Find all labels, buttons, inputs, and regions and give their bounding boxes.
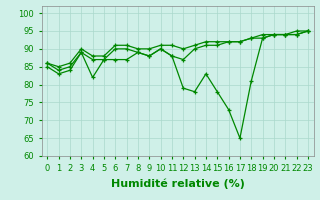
X-axis label: Humidité relative (%): Humidité relative (%) [111,178,244,189]
